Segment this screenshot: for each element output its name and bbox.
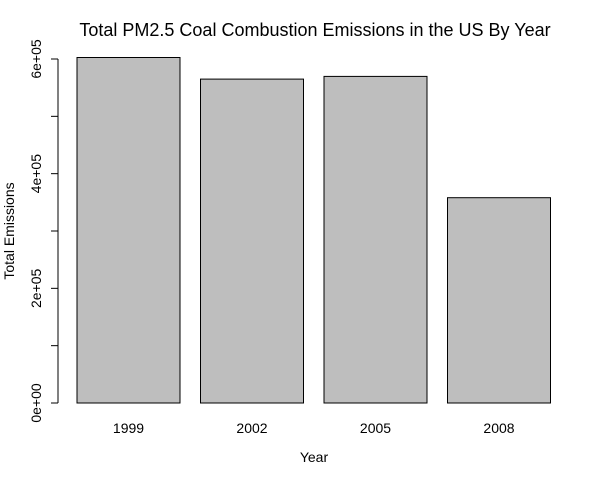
bar-2005	[323, 75, 428, 404]
chart-title: Total PM2.5 Coal Combustion Emissions in…	[79, 20, 550, 40]
x-tick-label: 2008	[483, 420, 514, 436]
x-axis-labels: 1999 2002 2005 2008	[113, 420, 515, 436]
bar-2008	[447, 197, 551, 404]
y-axis-title: Total Emissions	[1, 182, 17, 279]
bar-1999	[76, 57, 181, 404]
y-tick-label: 4e+05	[28, 154, 44, 194]
y-axis: 0e+00 2e+05 4e+05 6e+05	[28, 39, 59, 423]
y-tick-label: 0e+00	[28, 383, 44, 423]
y-tick-label: 2e+05	[28, 268, 44, 308]
x-axis-title: Year	[300, 449, 329, 465]
x-tick-label: 2002	[236, 420, 267, 436]
bar-2002	[200, 78, 304, 404]
y-tick-label: 6e+05	[28, 39, 44, 79]
bars-group	[76, 57, 551, 404]
x-tick-label: 1999	[113, 420, 144, 436]
x-tick-label: 2005	[360, 420, 391, 436]
